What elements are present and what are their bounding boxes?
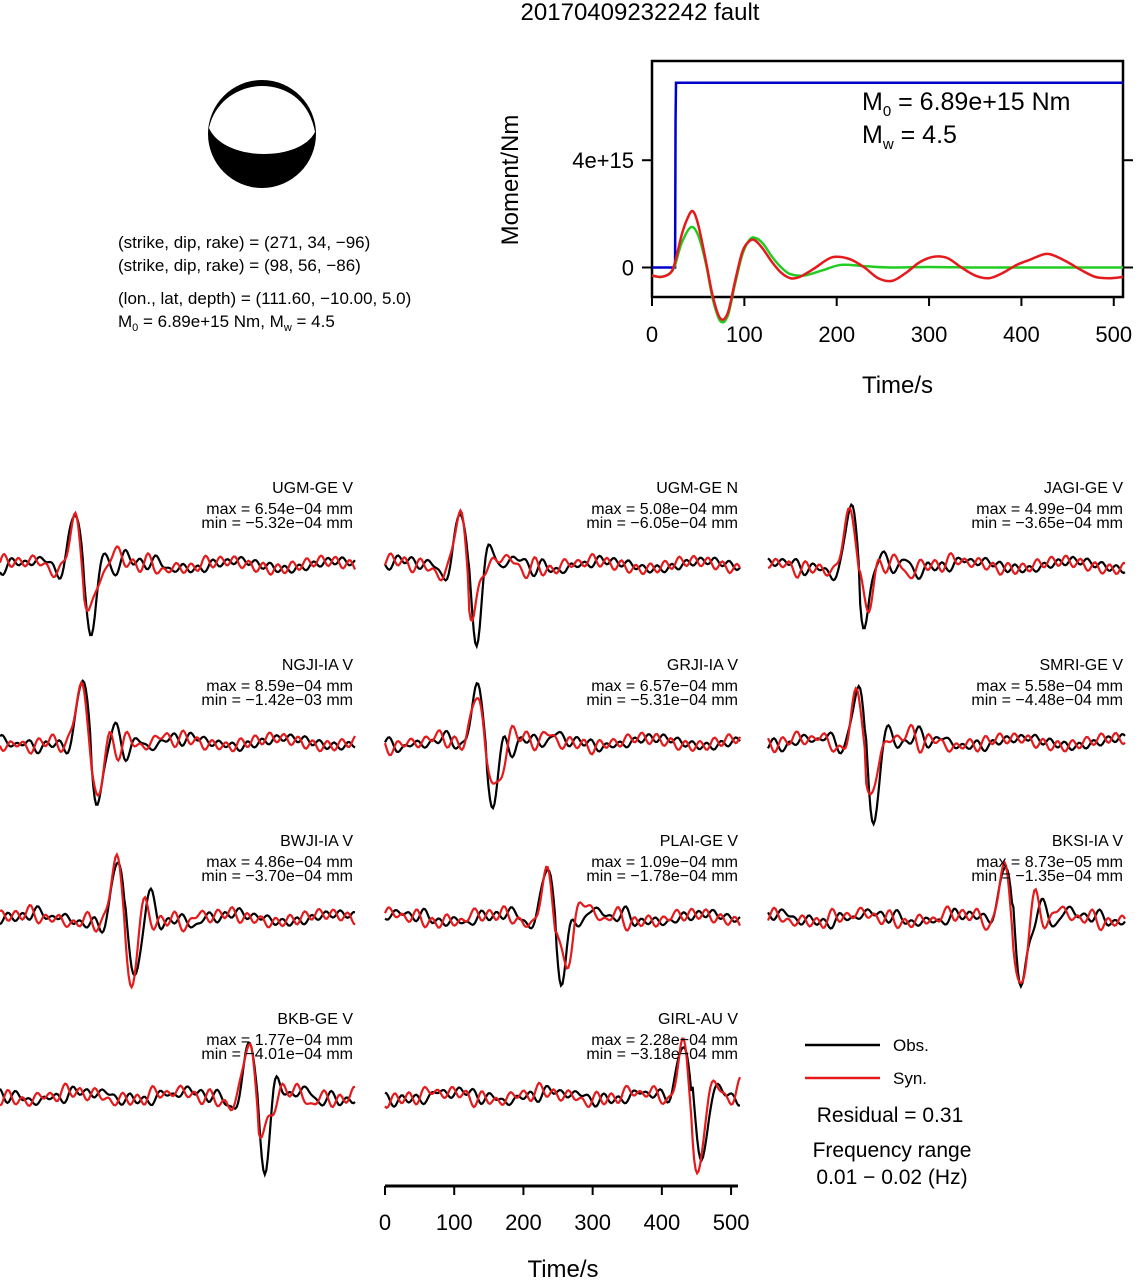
station-min: min = −1.42e−03 mm	[201, 692, 353, 709]
station-min: min = −4.01e−04 mm	[201, 1046, 353, 1063]
mechanism-line-3: (lon., lat, depth) = (111.60, −10.00, 5.…	[118, 289, 411, 308]
station-min: min = −5.31e−04 mm	[586, 692, 738, 709]
waveform-syn	[767, 506, 1126, 614]
station-min: min = −1.78e−04 mm	[586, 868, 738, 885]
station-label: BKB-GE V	[277, 1011, 353, 1028]
waveform-time-axis: 0 100 200 300 400 500 Time/s	[379, 1184, 750, 1281]
station-label: PLAI-GE V	[660, 833, 739, 850]
mechanism-line-1: (strike, dip, rake) = (271, 34, −96)	[118, 233, 370, 252]
moment-x-axis-label: Time/s	[862, 372, 933, 399]
station-label: SMRI-GE V	[1039, 657, 1123, 674]
figure-title: 20170409232242 fault	[521, 0, 760, 26]
legend-syn-label: Syn.	[893, 1069, 927, 1088]
residual-text: Residual = 0.31	[817, 1104, 964, 1127]
mechanism-info: (strike, dip, rake) = (271, 34, −96) (st…	[118, 233, 411, 334]
waveform-syn	[383, 508, 741, 623]
frequency-range-title: Frequency range	[813, 1139, 972, 1162]
station-min: min = −1.35e−04 mm	[971, 868, 1123, 885]
moment-x-tick-label: 100	[726, 322, 763, 347]
station-max: max = 4.86e−04 mm	[206, 854, 353, 871]
moment-annotation-mw: Mw = 4.5	[862, 121, 957, 153]
station-max: max = 6.57e−04 mm	[591, 678, 738, 695]
bottom-x-tick-label: 500	[713, 1210, 750, 1235]
moment-series-source-time-function-red	[651, 209, 1124, 321]
station-max: max = 8.59e−04 mm	[206, 678, 353, 695]
station-max: max = 8.73e−05 mm	[976, 854, 1123, 871]
waveform-syn	[0, 1042, 356, 1140]
station-max: max = 2.28e−04 mm	[591, 1032, 738, 1049]
station-max: max = 4.99e−04 mm	[976, 501, 1123, 518]
station-min: min = −5.32e−04 mm	[201, 515, 353, 532]
moment-x-tick-label: 200	[818, 322, 855, 347]
station-label: UGM-GE V	[272, 480, 353, 497]
station-min: min = −3.65e−04 mm	[971, 515, 1123, 532]
station-max: max = 1.77e−04 mm	[206, 1032, 353, 1049]
waveform-syn	[383, 697, 742, 785]
station-min: min = −6.05e−04 mm	[586, 515, 738, 532]
legend-obs-label: Obs.	[893, 1036, 929, 1055]
waveform-syn	[383, 865, 741, 970]
moment-plot-frame	[650, 59, 1125, 299]
station-label: GIRL-AU V	[658, 1011, 738, 1028]
station-label: GRJI-IA V	[667, 657, 738, 674]
station-min: min = −3.70e−04 mm	[201, 868, 353, 885]
station-max: max = 5.58e−04 mm	[976, 678, 1123, 695]
frequency-range-value: 0.01 − 0.02 (Hz)	[816, 1166, 967, 1189]
waveform-obs	[384, 513, 741, 650]
station-min: min = −4.48e−04 mm	[971, 692, 1123, 709]
station-label: NGJI-IA V	[282, 657, 353, 674]
station-max: max = 1.09e−04 mm	[591, 854, 738, 871]
moment-y-tick-label: 4e+15	[572, 148, 634, 173]
waveform-syn	[767, 686, 1126, 796]
moment-annotation-m0: M0 = 6.89e+15 Nm	[862, 88, 1070, 120]
station-label: JAGI-GE V	[1044, 480, 1123, 497]
waveform-syn	[0, 510, 357, 613]
waveform-syn	[766, 859, 1126, 985]
waveform-syn	[0, 852, 356, 990]
mechanism-line-4: M0 = 6.89e+15 Nm, Mw = 4.5	[118, 312, 335, 334]
station-max: max = 5.08e−04 mm	[591, 501, 738, 518]
waveform-syn	[384, 1037, 742, 1176]
moment-x-tick-label: 400	[1003, 322, 1040, 347]
moment-x-tick-label: 0	[646, 322, 658, 347]
station-label: BWJI-IA V	[280, 833, 353, 850]
bottom-x-tick-label: 0	[379, 1210, 391, 1235]
station-label: BKSI-IA V	[1052, 833, 1123, 850]
bottom-x-tick-label: 100	[436, 1210, 473, 1235]
bottom-x-tick-label: 400	[644, 1210, 681, 1235]
moment-series-source-time-function-green	[651, 225, 1123, 324]
moment-y-axis-label: Moment/Nm	[497, 115, 524, 246]
moment-x-tick-label: 500	[1095, 322, 1132, 347]
beachball	[208, 80, 316, 188]
mechanism-line-2: (strike, dip, rake) = (98, 56, −86)	[118, 256, 361, 275]
bottom-x-tick-label: 200	[505, 1210, 542, 1235]
waveform-obs	[384, 681, 741, 811]
waveform-obs	[767, 502, 1126, 630]
moment-series-cumulative-moment	[652, 81, 1123, 269]
station-min: min = −3.18e−04 mm	[586, 1046, 738, 1063]
station-max: max = 6.54e−04 mm	[206, 501, 353, 518]
bottom-x-axis-label: Time/s	[527, 1256, 598, 1281]
station-label: UGM-GE N	[656, 480, 738, 497]
waveform-syn	[0, 680, 356, 797]
waveform-obs	[0, 514, 356, 637]
moment-y-tick-label: 0	[622, 256, 634, 281]
bottom-x-tick-label: 300	[574, 1210, 611, 1235]
legend: Obs. Syn.	[805, 1036, 929, 1088]
moment-x-tick-label: 300	[911, 322, 948, 347]
moment-rate-plot: 0 100 200 300 400 500 4e+15 0 Time/s Moment/Nm M0 …	[497, 59, 1133, 399]
